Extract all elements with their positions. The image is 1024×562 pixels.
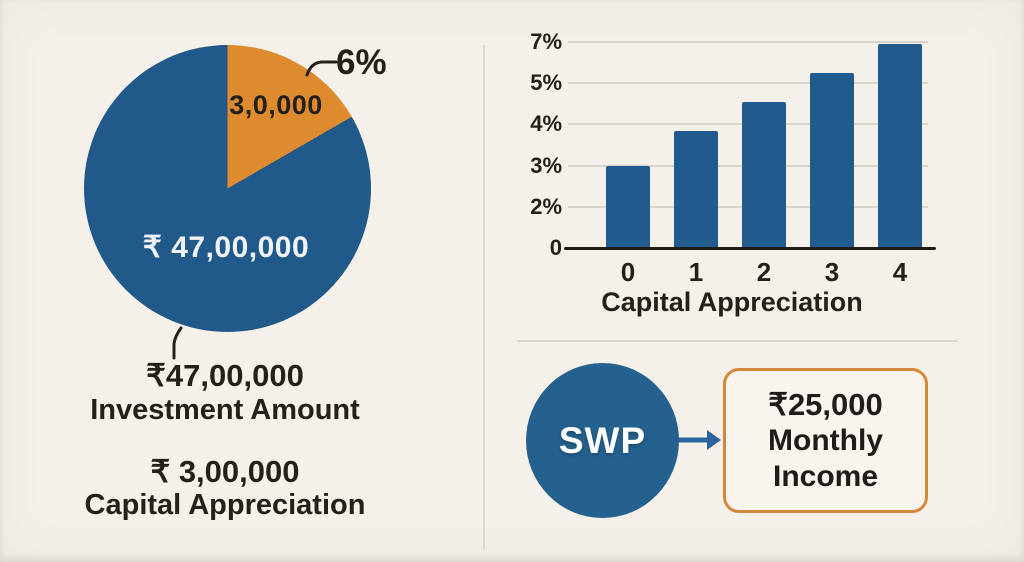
pie-percent-callout: 6% — [336, 43, 387, 82]
bar — [606, 166, 650, 248]
caption-leader-line — [172, 326, 183, 360]
swp-arrow-head-icon — [707, 430, 721, 450]
swp-label: SWP — [558, 419, 647, 461]
x-tick-label: 3 — [824, 257, 840, 287]
y-tick-label: 0 — [549, 235, 562, 260]
y-tick-label: 4% — [530, 111, 562, 137]
investment-amount-label: Investment Amount — [90, 394, 360, 426]
x-tick-label: 4 — [892, 257, 908, 287]
x-tick-label: 0 — [620, 257, 636, 287]
gridline — [568, 205, 928, 208]
gridline — [568, 41, 928, 43]
y-tick-label: 2% — [530, 193, 562, 219]
monthly-income-box: ₹25,000 Monthly Income — [723, 368, 928, 513]
y-tick-label: 7% — [530, 29, 562, 54]
pie-main-value-label: ₹ 47,00,000 — [142, 231, 310, 264]
monthly-income-amount: ₹25,000 — [768, 386, 883, 422]
gridline — [568, 164, 928, 167]
x-tick-label: 1 — [688, 257, 704, 287]
bar-chart-title: Capital Appreciation — [601, 287, 863, 317]
capital-appreciation-value: ₹ 3,00,000 — [150, 454, 300, 489]
gridline — [568, 123, 928, 126]
horizontal-divider — [517, 340, 958, 342]
bar — [742, 102, 786, 248]
capital-appreciation-label: Capital Appreciation — [84, 489, 366, 521]
vertical-divider — [483, 45, 485, 550]
x-axis-line — [564, 247, 936, 250]
monthly-income-line3: Income — [772, 459, 879, 493]
bar — [810, 73, 854, 248]
x-tick-label: 2 — [756, 257, 772, 287]
bar — [878, 44, 922, 248]
gridline — [568, 82, 928, 85]
investment-amount-value: ₹47,00,000 — [146, 358, 304, 393]
bar — [674, 131, 718, 248]
swp-circle: SWP — [526, 363, 679, 518]
y-tick-label: 3% — [530, 152, 562, 178]
y-tick-label: 5% — [530, 70, 562, 96]
monthly-income-line2: Monthly — [768, 423, 883, 457]
pie-slice-value-label: 3,0,000 — [229, 90, 323, 120]
pie-chart — [84, 45, 371, 332]
